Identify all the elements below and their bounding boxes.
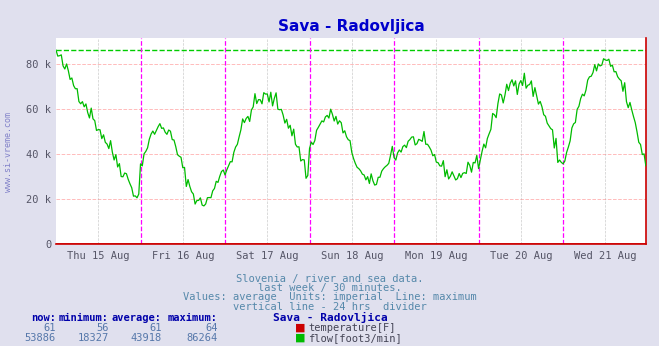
Text: ■: ■	[295, 333, 305, 343]
Text: Wed 21 Aug: Wed 21 Aug	[574, 251, 637, 261]
Title: Sava - Radovljica: Sava - Radovljica	[277, 19, 424, 34]
Text: vertical line - 24 hrs  divider: vertical line - 24 hrs divider	[233, 302, 426, 311]
Text: Sava - Radovljica: Sava - Radovljica	[273, 312, 388, 323]
Text: 64: 64	[205, 323, 217, 333]
Text: 43918: 43918	[130, 333, 161, 343]
Text: 61: 61	[149, 323, 161, 333]
Text: 53886: 53886	[25, 333, 56, 343]
Text: last week / 30 minutes.: last week / 30 minutes.	[258, 283, 401, 293]
Text: Sat 17 Aug: Sat 17 Aug	[236, 251, 299, 261]
Text: www.si-vreme.com: www.si-vreme.com	[4, 112, 13, 192]
Text: temperature[F]: temperature[F]	[308, 323, 396, 333]
Text: Values: average  Units: imperial  Line: maximum: Values: average Units: imperial Line: ma…	[183, 292, 476, 302]
Text: Tue 20 Aug: Tue 20 Aug	[490, 251, 552, 261]
Text: Thu 15 Aug: Thu 15 Aug	[67, 251, 130, 261]
Text: 86264: 86264	[186, 333, 217, 343]
Text: ■: ■	[295, 323, 305, 333]
Text: minimum:: minimum:	[59, 313, 109, 322]
Text: Slovenia / river and sea data.: Slovenia / river and sea data.	[236, 274, 423, 283]
Text: Mon 19 Aug: Mon 19 Aug	[405, 251, 467, 261]
Text: flow[foot3/min]: flow[foot3/min]	[308, 333, 402, 343]
Text: 18327: 18327	[78, 333, 109, 343]
Text: 56: 56	[96, 323, 109, 333]
Text: Fri 16 Aug: Fri 16 Aug	[152, 251, 214, 261]
Text: 61: 61	[43, 323, 56, 333]
Text: average:: average:	[111, 313, 161, 322]
Text: Sun 18 Aug: Sun 18 Aug	[320, 251, 383, 261]
Text: maximum:: maximum:	[167, 313, 217, 322]
Text: now:: now:	[31, 313, 56, 322]
